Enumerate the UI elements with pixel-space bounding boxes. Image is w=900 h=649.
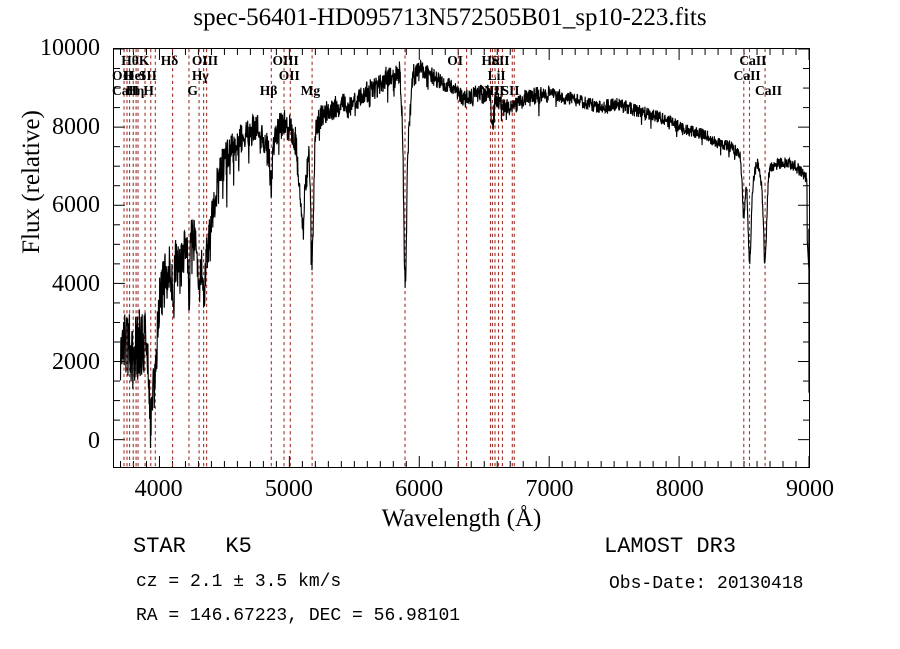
x-axis-title: Wavelength (Å) [381,505,542,532]
line-label-H-4101: Hδ [160,53,179,68]
line-label-OIII-4959: OIII [272,53,299,68]
line-label-SII-3933: SII [138,68,157,83]
x-tick-7000: 7000 [525,476,574,502]
line-label-H-4340: Hγ [191,68,209,83]
line-label-OII-5007: OII [278,68,300,83]
x-tick-8000: 8000 [655,476,704,502]
spectrum-canvas [114,49,809,467]
x-tick-4000: 4000 [134,476,183,502]
line-label-HeI-3820: HeI [124,68,146,83]
line-label-SII-6716: SII [501,83,520,98]
figure-title: spec-56401-HD095713N572505B01_sp10-223.f… [193,4,707,31]
plot-area: OII CaII Hθ HeI Hη K SII H Hδ OIII Hγ G Hβ OIII OII Mg O… [112,48,810,468]
line-label-NII-6583: NII [484,83,505,98]
redshift-velocity: cz = 2.1 ± 3.5 km/s [136,572,342,592]
line-label-H-3968: H [143,83,154,98]
line-label-CaII-3727: CaII [112,83,140,98]
object-type-label: STAR K5 [133,534,252,559]
observation-date: Obs-Date: 20130418 [609,574,804,594]
y-tick-10000: 10000 [40,35,100,61]
line-label-G-4305: G [187,83,198,98]
line-label-K-3933: K [138,53,150,68]
line-label-H-3798: Hθ [121,53,139,68]
x-tick-5000: 5000 [264,476,313,502]
x-tick-6000: 6000 [395,476,444,502]
survey-label: LAMOST DR3 [604,534,737,559]
y-tick-2000: 2000 [52,349,100,376]
y-tick-8000: 8000 [52,113,100,140]
y-tick-4000: 4000 [52,270,100,297]
x-tick-9000: 9000 [786,476,834,502]
y-axis-title: Flux (relative) [18,110,45,254]
spectrum-trace [119,59,809,448]
line-label-H-3835: Hη [126,83,145,98]
line-label-CaII-8662: CaII [754,83,782,98]
line-label-OII-3727: OII [112,68,134,83]
line-label-LiI-6610: LiI [487,68,506,83]
spectral-class: K5 [225,534,252,559]
y-tick-6000: 6000 [52,192,100,218]
line-label-H-6563: Hα [481,53,500,68]
coordinates: RA = 146.67223, DEC = 56.98101 [136,606,461,626]
y-tick-0: 0 [88,427,100,454]
line-label-H-4861: Hβ [259,83,278,98]
line-label-CaII-8542: CaII [739,53,767,68]
line-label-CaII-8498: CaII [733,68,761,83]
line-label-NII-6548: NII [479,83,500,98]
line-label-OI-6300: OI [447,53,463,68]
line-label-OIII-4340: OIII [191,53,219,68]
line-label-Mg-5175: Mg [300,83,321,98]
line-label-SII-6640: SII [491,53,510,68]
